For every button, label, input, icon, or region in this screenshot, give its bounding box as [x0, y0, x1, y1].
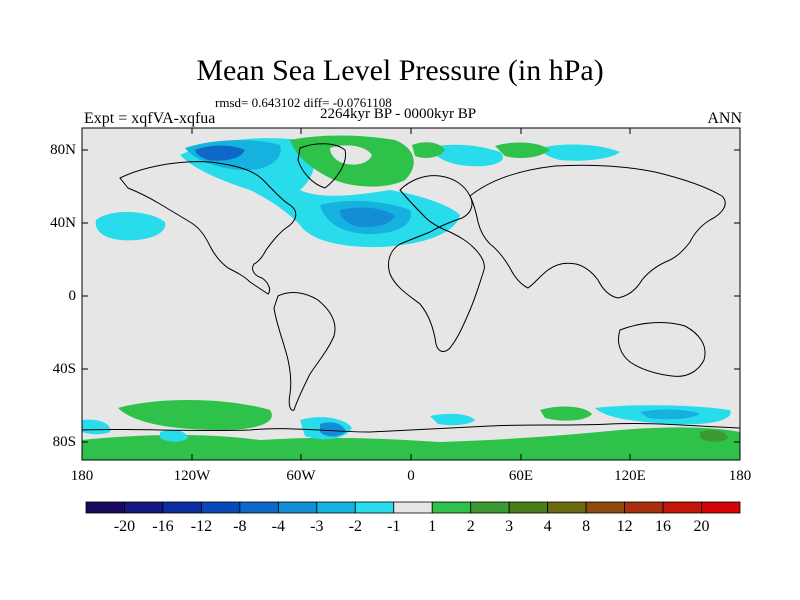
colorbar-label: -2 [348, 518, 362, 535]
lon-label-60e: 60E [508, 468, 534, 484]
colorbar-label: 4 [543, 518, 552, 535]
colorbar-label: 8 [582, 518, 591, 535]
colorbar-swatch [393, 501, 433, 514]
colorbar-label: -20 [113, 518, 136, 535]
colorbar-label: -4 [271, 518, 285, 535]
colorbar-swatch [277, 501, 318, 514]
colorbar-swatch [85, 501, 125, 514]
colorbar-swatch [585, 501, 625, 514]
colorbar-swatch [354, 501, 395, 514]
colorbar-swatch [431, 501, 472, 514]
colorbar-swatch [701, 501, 741, 514]
lat-label-0: 0 [68, 288, 77, 304]
anomaly-shading-north [95, 138, 620, 248]
colorbar-label: -8 [233, 518, 247, 535]
lon-label-0: 0 [407, 468, 415, 484]
colorbar-label: 16 [655, 518, 672, 535]
colorbar-label: -1 [387, 518, 401, 535]
lon-label-60w: 60W [286, 468, 316, 484]
colorbar-swatch [508, 501, 549, 514]
colorbar-label: -3 [310, 518, 324, 535]
colorbar-swatch [624, 501, 664, 514]
lon-label-120w: 120W [173, 468, 211, 484]
lat-label-40s: 40S [52, 361, 76, 377]
colorbar-label: -16 [152, 518, 174, 535]
lat-label-40n: 40N [50, 215, 76, 231]
colorbar-label: -12 [190, 518, 213, 535]
lat-label-80s: 80S [52, 434, 76, 450]
colorbar-swatch [662, 501, 702, 514]
coastlines [82, 143, 740, 433]
lon-label-180e: 180 [728, 468, 752, 484]
axis-ticks [82, 128, 740, 460]
colorbar-label: 3 [505, 518, 514, 535]
colorbar-swatch [124, 501, 164, 514]
lon-label-180w: 180 [70, 468, 94, 484]
colorbar-label: 1 [428, 518, 437, 535]
colorbar-swatch [470, 501, 510, 514]
season-label: ANN [707, 110, 742, 127]
colorbar-swatch [201, 501, 241, 514]
colorbar-swatch [316, 501, 356, 514]
colorbar-label: 2 [466, 518, 475, 535]
anomaly-shading-south [82, 399, 740, 460]
period-text: 2264kyr BP - 0000kyr BP [320, 106, 477, 122]
stats-text: rmsd= 0.643102 diff= -0.0761108 [215, 95, 392, 110]
colorbar-label: 20 [693, 518, 710, 535]
experiment-label: Expt = xqfVA-xqfua [84, 110, 216, 127]
map-title: Mean Sea Level Pressure (in hPa) [196, 54, 604, 87]
colorbar-label: 12 [616, 518, 633, 535]
colorbar-swatch [239, 501, 279, 514]
colorbar [85, 501, 741, 514]
anomaly-shading-green-north [290, 135, 550, 187]
colorbar-swatch [547, 501, 587, 514]
lon-label-120e: 120E [614, 468, 646, 484]
lat-label-80n: 80N [50, 142, 76, 158]
colorbar-swatch [162, 501, 202, 514]
